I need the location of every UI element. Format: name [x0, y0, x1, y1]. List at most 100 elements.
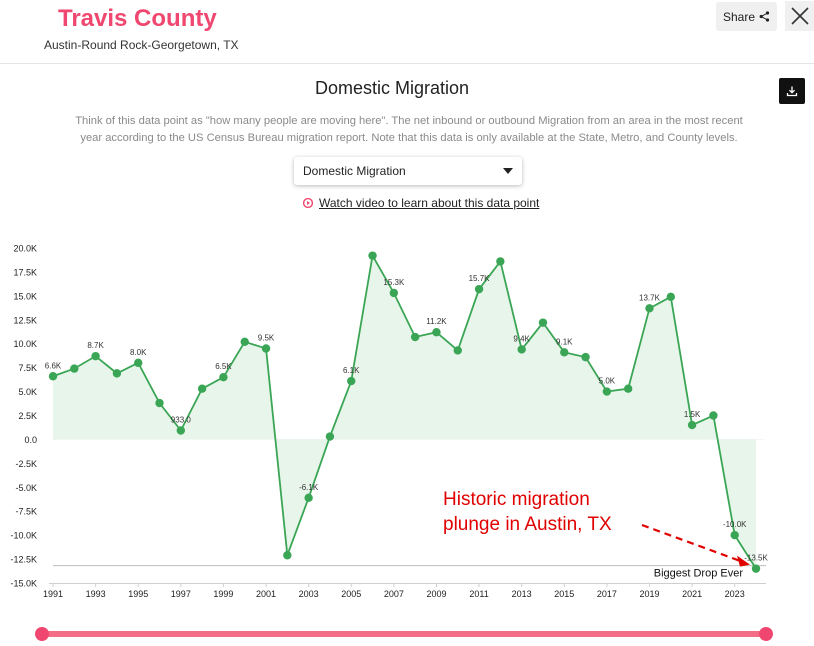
- x-tick-label: 2015: [554, 589, 574, 599]
- data-point: [581, 352, 590, 362]
- y-tick-label: 5.0K: [18, 387, 37, 397]
- area-fill: [53, 255, 756, 569]
- watch-video-link[interactable]: Watch video to learn about this data poi…: [303, 196, 539, 210]
- x-tick-label: 1999: [213, 589, 233, 599]
- data-label: 8.7K: [87, 341, 104, 350]
- x-tick-label: 2023: [725, 589, 745, 599]
- data-point: [623, 384, 633, 393]
- select-value: Domestic Migration: [303, 164, 406, 178]
- data-label: 6.5K: [215, 362, 232, 371]
- data-label: -10.0K: [723, 520, 747, 529]
- x-tick-label: 2003: [299, 589, 319, 599]
- data-label: 11.2K: [426, 317, 447, 326]
- data-point: [432, 328, 441, 337]
- close-icon: [791, 7, 809, 25]
- x-tick-label: 1997: [171, 589, 191, 599]
- metro-subtitle: Austin-Round Rock-Georgetown, TX: [44, 38, 239, 52]
- y-tick-label: -15.0K: [10, 579, 37, 589]
- data-point: [112, 369, 122, 378]
- data-label: 13.7K: [639, 293, 661, 302]
- share-icon: [759, 11, 770, 22]
- data-point: [283, 551, 292, 560]
- data-point: [70, 364, 79, 373]
- x-tick-label: 2017: [597, 589, 617, 599]
- data-label: 5.0K: [599, 377, 616, 386]
- x-tick-label: 2005: [341, 589, 361, 599]
- header-divider: [0, 63, 814, 64]
- x-tick-label: 2001: [256, 589, 276, 599]
- data-point: [261, 344, 271, 353]
- data-point: [389, 288, 399, 298]
- download-icon: [786, 86, 798, 97]
- data-point: [687, 420, 697, 430]
- y-tick-label: 12.5K: [13, 315, 37, 325]
- data-label: 6.1K: [343, 366, 360, 375]
- data-point: [304, 493, 313, 503]
- data-point: [730, 530, 739, 540]
- data-point-select[interactable]: Domestic Migration: [294, 157, 522, 185]
- data-point: [197, 384, 207, 393]
- data-point: [410, 332, 420, 342]
- annotation-arrow: [641, 523, 743, 563]
- data-point: [219, 373, 228, 382]
- data-label: -13.5K: [744, 554, 768, 563]
- y-tick-label: 17.5K: [13, 267, 37, 277]
- data-point: [496, 257, 505, 266]
- year-range-track[interactable]: [42, 631, 766, 637]
- x-tick-label: 2011: [469, 589, 488, 599]
- annotation-arrowhead: [737, 555, 750, 567]
- y-tick-label: 2.5K: [18, 411, 37, 421]
- data-point-description: Think of this data point as "how many pe…: [75, 115, 743, 144]
- data-point: [474, 284, 484, 294]
- series-line: [52, 253, 757, 570]
- data-label: -6.1K: [299, 483, 319, 492]
- play-icon: [303, 198, 313, 208]
- chart-title: Domestic Migration: [314, 78, 470, 98]
- data-point: [48, 372, 58, 381]
- watch-video-label: Watch video to learn about this data poi…: [319, 196, 540, 210]
- range-end-handle[interactable]: [759, 627, 773, 641]
- migration-line-chart: 20.0K 17.5K 15.0K 12.5K 10.0K 7.5K 5.0K 2.5K 0.0…: [10, 244, 768, 600]
- share-button[interactable]: Share: [716, 2, 777, 31]
- y-tick-label: 15.0K: [13, 291, 37, 301]
- data-point: [560, 348, 569, 357]
- x-tick-label: 2019: [639, 589, 659, 599]
- data-point: [134, 358, 143, 368]
- x-tick-label: 1991: [43, 589, 63, 599]
- x-tick-label: 2013: [512, 589, 532, 599]
- data-label: 8.0K: [130, 348, 147, 357]
- county-title: Travis County: [58, 5, 217, 32]
- x-tick-label: 1995: [128, 589, 148, 599]
- close-button[interactable]: [785, 1, 814, 31]
- x-tick-label: 2007: [384, 589, 404, 599]
- share-label: Share: [722, 9, 756, 24]
- data-point: [602, 387, 612, 396]
- data-point: [155, 398, 164, 408]
- data-label: 9.5K: [258, 334, 275, 343]
- y-tick-label: -10.0K: [10, 531, 37, 541]
- data-label: 15.3K: [383, 278, 405, 287]
- chevron-down-icon: [503, 168, 513, 174]
- data-label: 1.5K: [684, 410, 701, 419]
- download-button[interactable]: [779, 78, 805, 104]
- data-label: 6.6K: [45, 361, 62, 370]
- y-tick-label: -7.5K: [15, 507, 37, 517]
- range-start-handle[interactable]: [35, 627, 49, 641]
- data-point: [517, 345, 526, 354]
- data-label: 15.7K: [469, 274, 491, 283]
- y-tick-label: 7.5K: [18, 363, 37, 373]
- data-point: [176, 426, 186, 435]
- data-point: [240, 337, 249, 346]
- x-tick-label: 1993: [86, 589, 106, 599]
- annotation-line-1: Historic migration: [443, 489, 590, 510]
- reference-label: Biggest Drop Ever: [654, 568, 744, 580]
- x-tick-label: 2009: [426, 589, 446, 599]
- data-point: [645, 304, 654, 313]
- annotation-line-2: plunge in Austin, TX: [443, 514, 612, 535]
- data-point: [325, 432, 335, 441]
- y-tick-label: -5.0K: [15, 483, 37, 493]
- data-point: [91, 351, 100, 361]
- y-tick-label: 10.0K: [13, 339, 37, 349]
- y-tick-label: -12.5K: [10, 555, 37, 565]
- data-point: [453, 346, 462, 355]
